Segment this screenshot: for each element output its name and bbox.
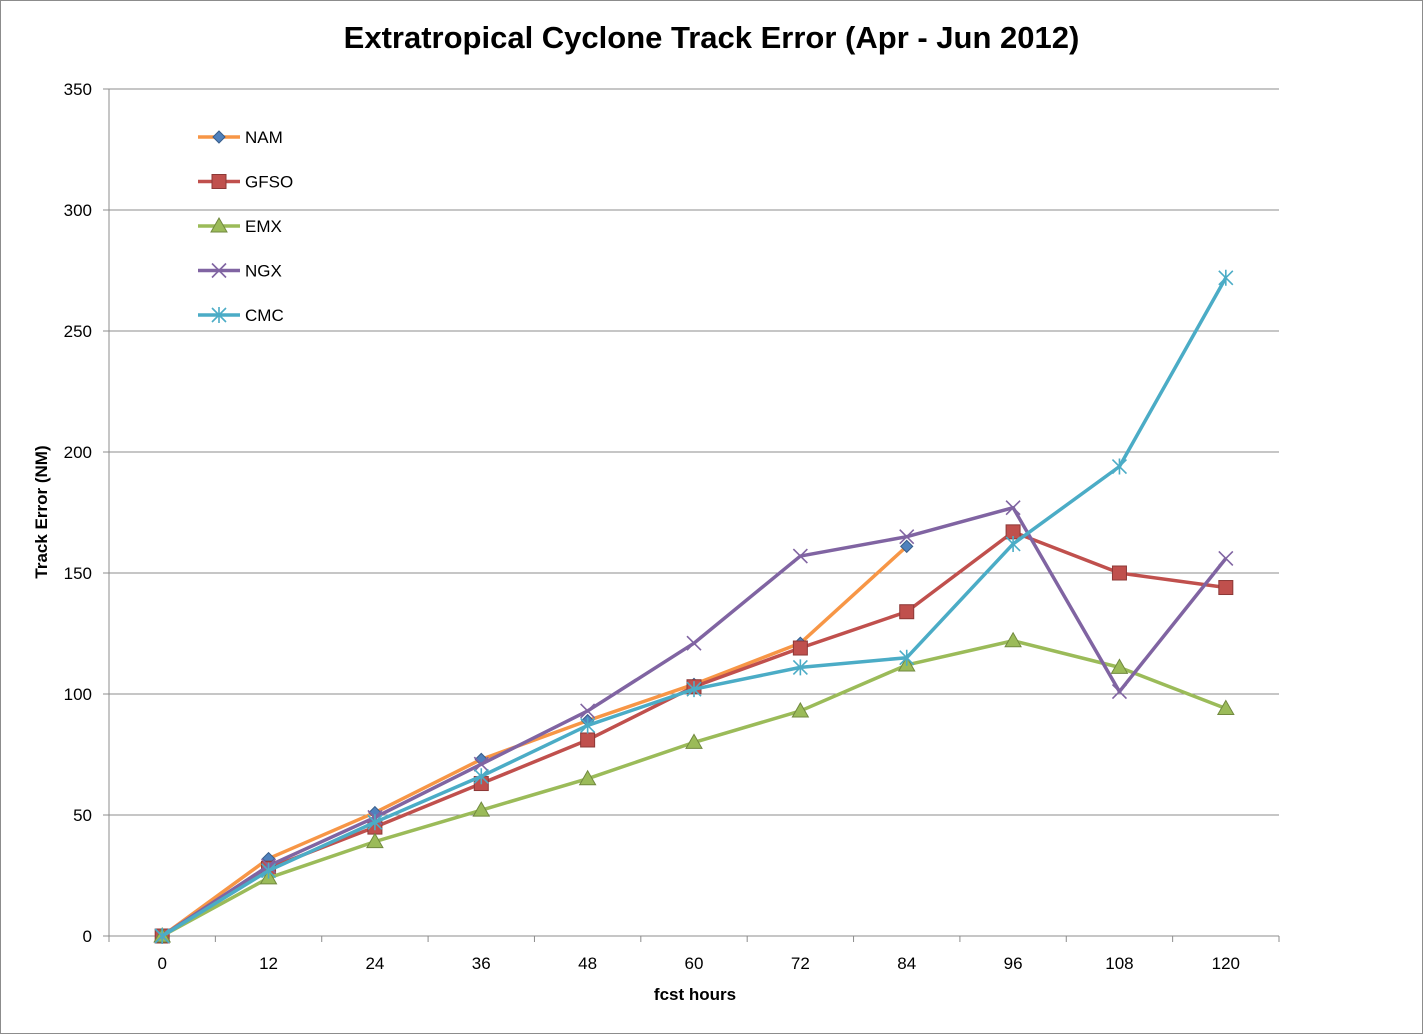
- data-point-gfso: [792, 640, 808, 656]
- x-tick-label: 84: [897, 954, 916, 973]
- x-tick-label: 96: [1004, 954, 1023, 973]
- legend-item-emx: EMX: [198, 216, 282, 236]
- x-tick-label: 120: [1212, 954, 1240, 973]
- data-point-gfso: [580, 732, 596, 748]
- legend-item-cmc: CMC: [198, 306, 284, 325]
- legend-label-gfso: GFSO: [245, 173, 293, 192]
- data-point-cmc: [792, 659, 808, 676]
- x-tick-label: 12: [259, 954, 278, 973]
- data-point-gfso: [899, 604, 915, 620]
- data-point-cmc: [367, 814, 383, 831]
- data-point-cmc: [1218, 269, 1234, 286]
- x-tick-label: 0: [157, 954, 166, 973]
- y-tick-label: 50: [73, 806, 92, 825]
- x-tick-labels: 0 12 24 36 48 60 72 84 96 108 120: [157, 954, 1240, 973]
- data-point-ngx: [899, 529, 915, 545]
- legend-marker-nam: [212, 130, 226, 144]
- y-tick-label: 100: [64, 685, 92, 704]
- y-tick-labels: 0 50 100 150 200 250 300 350: [64, 80, 92, 946]
- data-point-cmc: [154, 928, 170, 944]
- x-tick-label: 48: [578, 954, 597, 973]
- x-axis-title: fcst hours: [654, 985, 736, 1004]
- y-tick-label: 350: [64, 80, 92, 99]
- x-tick-label: 24: [365, 954, 384, 973]
- series-group: [153, 269, 1235, 944]
- series-cmc: [154, 269, 1234, 944]
- series-line-nam: [161, 545, 908, 938]
- data-point-emx: [578, 769, 597, 786]
- gridlines: [109, 88, 1279, 816]
- x-tick-label: 108: [1105, 954, 1133, 973]
- data-point-ngx: [686, 635, 702, 651]
- y-tick-label: 300: [64, 201, 92, 220]
- legend-item-nam: NAM: [198, 128, 283, 147]
- data-point-emx: [685, 733, 703, 749]
- data-point-cmc: [1111, 458, 1128, 475]
- legend-label-ngx: NGX: [245, 262, 282, 281]
- data-point-gfso: [1111, 565, 1127, 581]
- data-point-gfso: [1218, 580, 1234, 596]
- legend-marker-emx: [210, 216, 228, 233]
- data-point-emx: [472, 801, 491, 817]
- y-axis-title: Track Error (NM): [32, 445, 51, 578]
- y-tick-label: 0: [83, 927, 92, 946]
- data-point-emx: [1216, 699, 1235, 716]
- data-point-cmc: [580, 717, 596, 734]
- legend-label-emx: EMX: [245, 217, 282, 236]
- series-line-ngx: [161, 505, 1228, 938]
- legend-label-cmc: CMC: [245, 306, 284, 325]
- data-point-ngx: [580, 703, 596, 719]
- data-point-emx: [1110, 658, 1129, 674]
- data-point-cmc: [473, 768, 489, 785]
- data-point-emx: [791, 701, 810, 718]
- data-point-ngx: [792, 548, 808, 564]
- data-point-emx: [366, 832, 384, 849]
- x-tick-label: 36: [472, 954, 491, 973]
- data-point-cmc: [260, 862, 277, 879]
- x-tick-label: 72: [791, 954, 810, 973]
- data-point-cmc: [686, 681, 702, 698]
- data-point-cmc: [1005, 535, 1021, 552]
- data-point-nam: [900, 539, 914, 554]
- legend-marker-gfso: [211, 174, 227, 189]
- data-point-cmc: [899, 649, 915, 666]
- y-tick-label: 250: [64, 322, 92, 341]
- data-point-ngx: [1005, 500, 1021, 516]
- legend-item-ngx: NGX: [198, 262, 282, 281]
- legend-marker-cmc: [211, 307, 227, 323]
- data-point-ngx: [1218, 550, 1234, 567]
- legend: NAM GFSO EMX NGX CMC: [198, 128, 293, 325]
- legend-label-nam: NAM: [245, 128, 283, 147]
- series-ngx: [154, 500, 1234, 944]
- x-tick-label: 60: [685, 954, 704, 973]
- data-point-ngx: [473, 756, 489, 772]
- y-tick-label: 150: [64, 564, 92, 583]
- legend-item-gfso: GFSO: [198, 173, 293, 192]
- data-point-ngx: [1111, 684, 1128, 700]
- chart-title: Extratropical Cyclone Track Error (Apr -…: [343, 20, 1080, 55]
- data-point-emx: [1004, 631, 1022, 648]
- legend-marker-ngx: [211, 262, 227, 279]
- axes: [103, 88, 1280, 942]
- y-tick-label: 200: [64, 443, 92, 462]
